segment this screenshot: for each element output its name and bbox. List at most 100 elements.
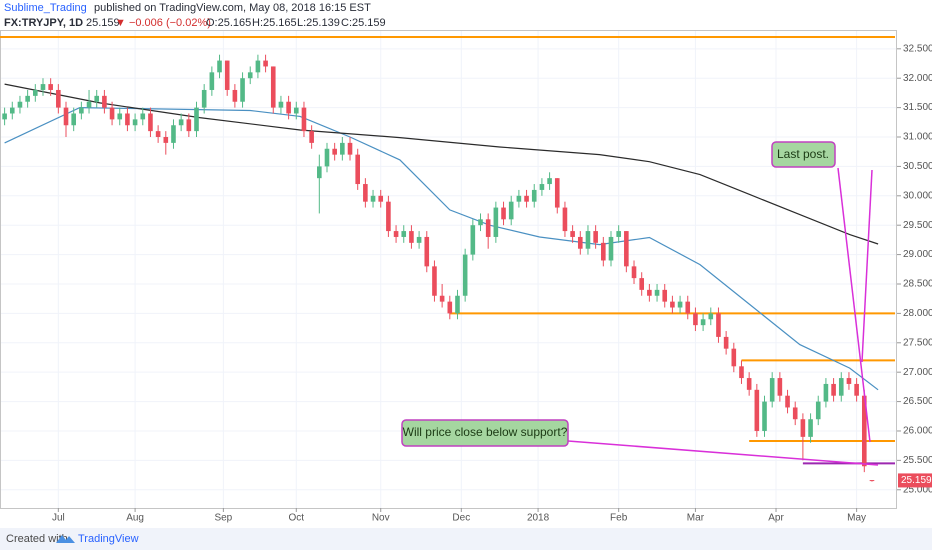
moving-average [4, 106, 879, 391]
candle-body [416, 236, 422, 243]
close: C:25.159 [341, 17, 386, 29]
candle-body [309, 131, 314, 143]
candle-body [293, 107, 299, 114]
candle-body [708, 313, 714, 320]
candle-body [716, 313, 721, 337]
candle-body [155, 131, 161, 138]
candle-body [148, 113, 153, 132]
logo [56, 535, 75, 543]
pointer [837, 167, 871, 443]
candle-body [478, 219, 483, 226]
candle-body [386, 201, 391, 232]
y-tick-label: 27.000 [903, 367, 932, 378]
candle-body [624, 231, 629, 267]
pointer [567, 440, 879, 466]
y-tick-label: 25.000 [903, 484, 932, 495]
open: O:25.165 [206, 17, 251, 29]
candle-body [178, 119, 184, 126]
candle-body [577, 236, 583, 249]
candle-body [601, 242, 606, 261]
candle-body [639, 278, 645, 290]
candle-body [317, 166, 322, 179]
candle-body [9, 107, 15, 114]
candle-body [232, 89, 238, 102]
candle-body [2, 113, 7, 120]
y-tick-label: 26.500 [903, 396, 932, 407]
candle-body [685, 301, 691, 314]
y-tick-label: 29.500 [903, 220, 932, 231]
footer-brand[interactable]: TradingView [78, 533, 139, 545]
candle-body [754, 389, 760, 431]
candle-body [831, 383, 836, 396]
candle-body [186, 119, 192, 132]
candle-body [585, 231, 591, 249]
callout-text: Will price close below support? [403, 425, 568, 439]
candle-body [171, 125, 176, 143]
y-tick-label: 26.000 [903, 426, 932, 437]
candle-body [255, 60, 261, 73]
candle-body [854, 383, 859, 396]
candle-body [547, 178, 552, 185]
y-tick-label: 27.500 [903, 337, 932, 348]
candle-body [301, 107, 307, 132]
candle-body [370, 195, 376, 202]
published: published on TradingView.com, May 08, 20… [94, 2, 371, 14]
candle-body [570, 231, 575, 237]
y-tick-label: 30.500 [903, 161, 932, 172]
symbol: FX:TRYJPY, 1D [4, 17, 83, 29]
plot-frame [0, 30, 897, 509]
callout [771, 141, 836, 168]
candle-body [63, 107, 69, 126]
x-tick-label: Feb [610, 513, 628, 524]
candle-body [501, 207, 506, 220]
candle-body [539, 184, 545, 190]
candle-body [355, 154, 360, 185]
candle-body [270, 66, 276, 108]
candle-body [524, 195, 529, 202]
pointer [861, 169, 873, 363]
candle-body [17, 101, 23, 108]
candle-body [508, 201, 514, 220]
candle-body [86, 101, 92, 108]
x-tick-label: 2018 [527, 513, 550, 524]
y-tick-label: 30.000 [903, 190, 932, 201]
low: L:25.139 [297, 17, 340, 29]
candle-body [263, 60, 268, 67]
plot [0, 31, 896, 508]
candle-body [670, 301, 675, 308]
candle-body [94, 95, 100, 102]
candle-body [332, 148, 337, 155]
candle-body [224, 60, 230, 90]
candle-body [56, 89, 61, 108]
candle-body [470, 225, 476, 255]
candle-body [132, 119, 138, 126]
x-tick-label: Nov [372, 513, 390, 524]
candle-body [286, 101, 291, 114]
candle-body [247, 72, 253, 79]
y-tick-label: 32.500 [903, 43, 932, 54]
candle-body [746, 378, 752, 390]
change: ▼ −0.006 (−0.02%) [115, 17, 211, 29]
candle-body [662, 289, 668, 302]
callout [401, 419, 569, 447]
candle-body [109, 107, 115, 120]
candle-body [102, 95, 107, 108]
candle-body [485, 219, 491, 237]
high: H:25.165 [252, 17, 297, 29]
candle-body [340, 142, 345, 155]
candle-body [654, 289, 660, 296]
y-tick-label: 32.000 [903, 73, 932, 84]
candle-body [700, 319, 706, 326]
footer-text: Created with [6, 533, 68, 545]
x-tick-label: May [847, 513, 866, 524]
x-tick-label: Oct [289, 513, 305, 524]
callout-text: Last post. [777, 147, 829, 161]
candle-body [347, 142, 353, 155]
candle-body [631, 266, 637, 279]
candle-body [378, 195, 384, 202]
candle-body [432, 266, 437, 296]
candle-body [462, 254, 468, 296]
publisher[interactable]: Sublime_Trading [4, 2, 87, 14]
candle-body [677, 301, 683, 308]
candle-body [647, 289, 652, 296]
